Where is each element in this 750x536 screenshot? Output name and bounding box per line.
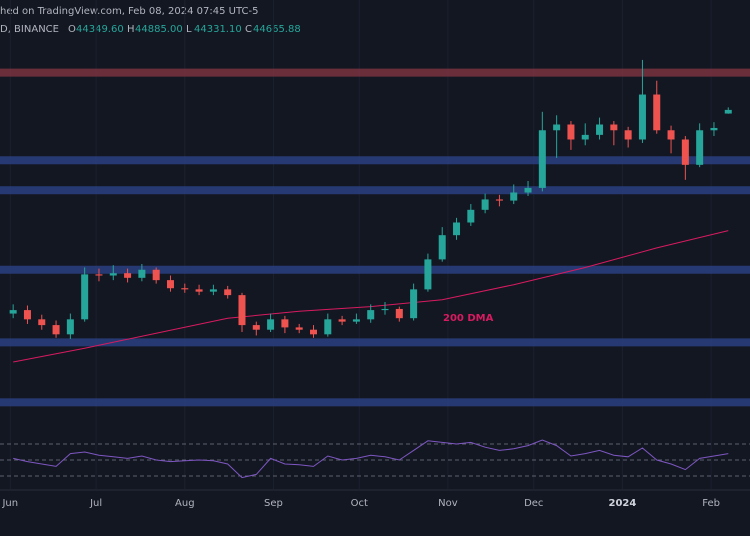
candle-body — [267, 319, 275, 330]
candle-body — [195, 289, 203, 292]
x-tick-label: Jul — [89, 498, 102, 509]
x-tick-label: Nov — [438, 498, 458, 509]
level-zone — [0, 265, 750, 274]
x-tick-label: Oct — [351, 498, 368, 509]
candle-body — [381, 308, 389, 311]
candle-body — [209, 289, 217, 292]
candle-body — [681, 139, 689, 165]
source-text: hed on TradingView.com, Feb 08, 2024 07:… — [0, 6, 258, 17]
candle-body — [23, 310, 31, 320]
candle-body — [352, 319, 360, 322]
candle-body — [95, 274, 103, 276]
x-tick-label: Sep — [264, 498, 283, 509]
candle-body — [252, 325, 260, 330]
level-zone — [0, 156, 750, 165]
symbol-text: D, BINANCE — [0, 24, 59, 35]
candle-body — [224, 289, 232, 296]
candle-body — [238, 295, 246, 326]
ohlc-value: 44331.10 — [194, 24, 242, 35]
candle-body — [710, 127, 718, 131]
candle-body — [481, 199, 489, 210]
ohlc-value: 44349.60 — [76, 24, 124, 35]
candle-body — [524, 187, 532, 193]
candle-body — [109, 273, 117, 276]
ohlc-key: H — [127, 24, 135, 35]
candle-body — [453, 222, 461, 236]
ohlc-value: 44665.88 — [253, 24, 301, 35]
candle-body — [38, 319, 46, 326]
candle-body — [696, 130, 704, 165]
level-zone — [0, 186, 750, 195]
candle-body — [395, 308, 403, 319]
candle-body — [152, 269, 160, 281]
dma-annotation: 200 DMA — [443, 313, 494, 324]
candle-body — [653, 94, 661, 131]
candle-body — [81, 274, 89, 320]
candle-body — [138, 269, 146, 278]
candle-body — [638, 94, 646, 140]
candle-body — [166, 280, 174, 289]
candle-body — [66, 319, 74, 335]
candle-body — [724, 109, 732, 114]
candle-body — [581, 134, 589, 140]
candle-body — [9, 310, 17, 314]
level-zone — [0, 68, 750, 77]
candle-body — [52, 325, 60, 335]
x-tick-label: Jun — [1, 498, 18, 509]
candle-body — [295, 327, 303, 330]
candle-body — [624, 130, 632, 140]
candle-body — [596, 124, 604, 135]
candle-body — [124, 273, 132, 278]
candle-body — [467, 209, 475, 223]
x-tick-label: Feb — [702, 498, 720, 509]
ohlc-value: 44885.00 — [135, 24, 183, 35]
candle-body — [567, 124, 575, 140]
candle-body — [538, 130, 546, 188]
candle-body — [424, 259, 432, 290]
candle-body — [367, 310, 375, 320]
x-tick-label: Aug — [175, 498, 195, 509]
ohlc-key: O — [68, 24, 76, 35]
candle-body — [553, 124, 561, 131]
candle-body — [281, 319, 289, 328]
x-tick-label: Dec — [524, 498, 543, 509]
candle-body — [338, 319, 346, 322]
candle-body — [610, 124, 618, 131]
ohlc-key: L — [186, 24, 192, 35]
ohlc-key: C — [245, 24, 252, 35]
level-zone — [0, 338, 750, 347]
candle-body — [510, 192, 518, 201]
candle-body — [410, 289, 418, 319]
rsi-line — [13, 439, 729, 479]
candle-body — [495, 199, 503, 201]
candle-body — [310, 329, 318, 335]
x-tick-label: 2024 — [609, 498, 637, 509]
candle-body — [438, 235, 446, 260]
candle-body — [324, 319, 332, 335]
level-zone — [0, 398, 750, 407]
candle-body — [181, 288, 189, 290]
candle-body — [667, 130, 675, 140]
